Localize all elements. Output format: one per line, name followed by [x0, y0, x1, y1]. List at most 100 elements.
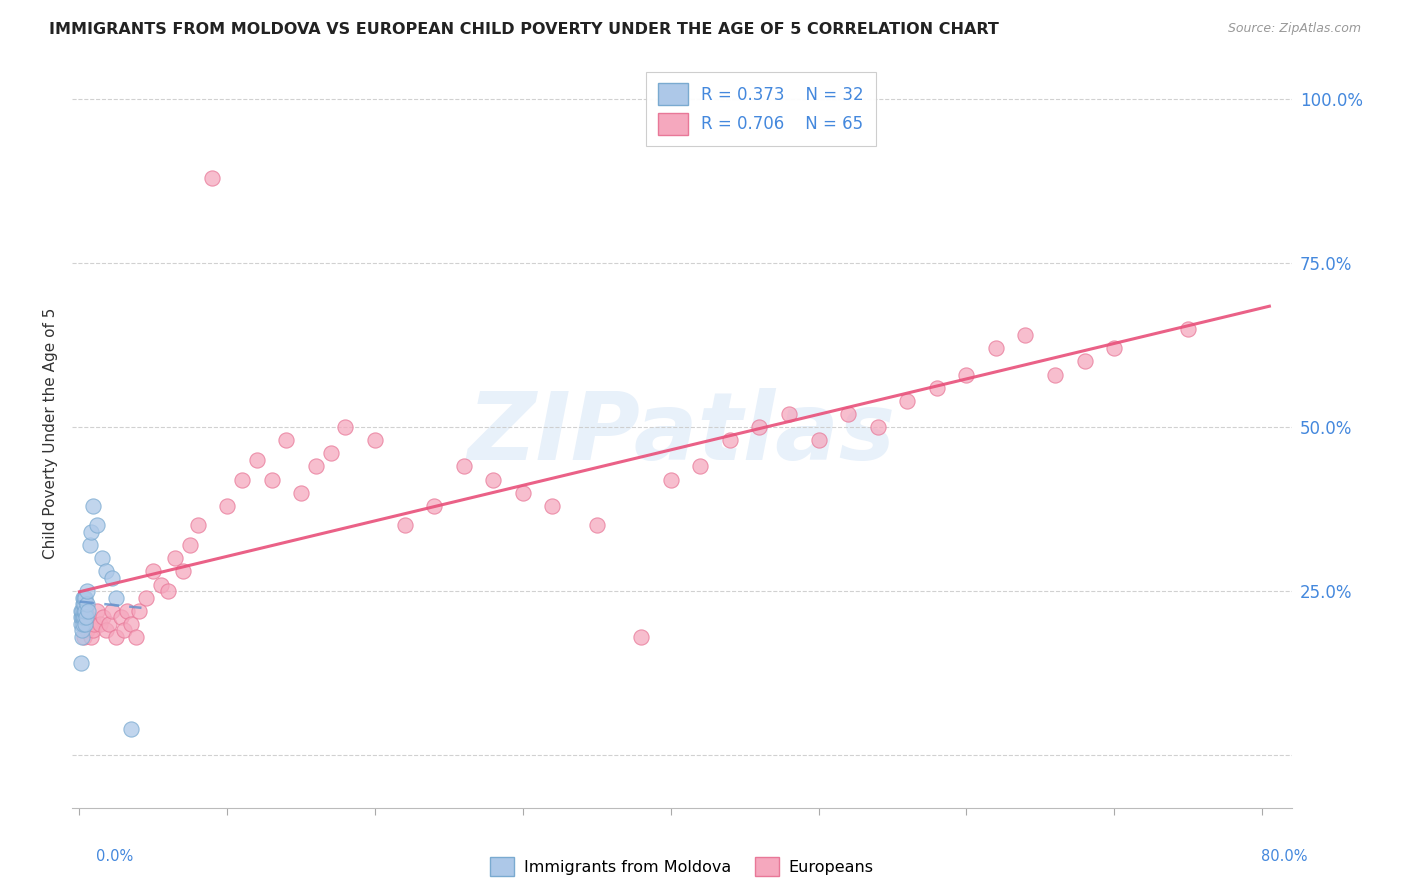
Point: [482, 473, 505, 487]
Point: [1014, 328, 1036, 343]
Point: [179, 538, 201, 552]
Point: [866, 420, 889, 434]
Point: [778, 407, 800, 421]
Point: [97, 616, 120, 631]
Point: [319, 446, 342, 460]
Point: [335, 420, 357, 434]
Text: 80.0%: 80.0%: [1261, 849, 1308, 864]
Point: [70, 604, 93, 618]
Point: [260, 473, 283, 487]
Point: [748, 420, 770, 434]
Point: [585, 518, 607, 533]
Point: [82, 499, 104, 513]
Point: [157, 584, 180, 599]
Point: [86, 604, 108, 618]
Point: [77, 610, 100, 624]
Text: 0.0%: 0.0%: [96, 849, 132, 864]
Point: [73, 591, 96, 605]
Point: [1043, 368, 1066, 382]
Point: [72, 591, 94, 605]
Point: [76, 624, 98, 638]
Point: [70, 630, 93, 644]
Point: [73, 630, 96, 644]
Text: Source: ZipAtlas.com: Source: ZipAtlas.com: [1227, 22, 1361, 36]
Point: [86, 518, 108, 533]
Point: [101, 604, 124, 618]
Point: [76, 597, 98, 611]
Point: [91, 610, 114, 624]
Point: [89, 616, 111, 631]
Point: [105, 630, 128, 644]
Point: [120, 616, 142, 631]
Point: [69, 657, 91, 671]
Point: [807, 433, 830, 447]
Point: [1102, 341, 1125, 355]
Point: [630, 630, 652, 644]
Point: [73, 604, 96, 618]
Point: [955, 368, 977, 382]
Point: [76, 584, 98, 599]
Point: [925, 381, 948, 395]
Point: [217, 499, 239, 513]
Point: [83, 616, 105, 631]
Point: [75, 616, 97, 631]
Point: [82, 624, 104, 638]
Point: [128, 604, 150, 618]
Point: [94, 565, 117, 579]
Point: [659, 473, 682, 487]
Point: [1073, 354, 1095, 368]
Point: [79, 538, 101, 552]
Point: [70, 616, 93, 631]
Point: [201, 170, 224, 185]
Point: [105, 591, 128, 605]
Point: [101, 571, 124, 585]
Point: [75, 604, 97, 618]
Point: [90, 551, 112, 566]
Point: [94, 624, 117, 638]
Point: [73, 610, 96, 624]
Point: [75, 591, 97, 605]
Point: [75, 610, 97, 624]
Point: [165, 551, 187, 566]
Point: [120, 722, 142, 736]
Point: [453, 459, 475, 474]
Point: [512, 485, 534, 500]
Y-axis label: Child Poverty Under the Age of 5: Child Poverty Under the Age of 5: [44, 308, 58, 559]
Point: [172, 565, 194, 579]
Point: [689, 459, 711, 474]
Point: [80, 524, 103, 539]
Point: [394, 518, 416, 533]
Point: [70, 610, 93, 624]
Point: [305, 459, 328, 474]
Point: [79, 616, 101, 631]
Point: [77, 604, 100, 618]
Point: [72, 597, 94, 611]
Point: [72, 616, 94, 631]
Point: [187, 518, 209, 533]
Point: [290, 485, 312, 500]
Text: IMMIGRANTS FROM MOLDOVA VS EUROPEAN CHILD POVERTY UNDER THE AGE OF 5 CORRELATION: IMMIGRANTS FROM MOLDOVA VS EUROPEAN CHIL…: [49, 22, 1000, 37]
Point: [364, 433, 387, 447]
Point: [718, 433, 741, 447]
Point: [72, 604, 94, 618]
Point: [984, 341, 1007, 355]
Point: [73, 597, 96, 611]
Point: [276, 433, 298, 447]
Point: [246, 453, 269, 467]
Point: [149, 577, 172, 591]
Point: [80, 630, 103, 644]
Legend: R = 0.373    N = 32, R = 0.706    N = 65: R = 0.373 N = 32, R = 0.706 N = 65: [647, 71, 876, 146]
Point: [70, 624, 93, 638]
Point: [112, 624, 135, 638]
Point: [231, 473, 253, 487]
Point: [72, 610, 94, 624]
Point: [70, 610, 93, 624]
Point: [142, 565, 165, 579]
Point: [73, 616, 96, 631]
Point: [110, 610, 132, 624]
Text: ZIPatlas: ZIPatlas: [468, 388, 896, 480]
Point: [423, 499, 446, 513]
Point: [896, 393, 918, 408]
Point: [135, 591, 157, 605]
Point: [124, 630, 146, 644]
